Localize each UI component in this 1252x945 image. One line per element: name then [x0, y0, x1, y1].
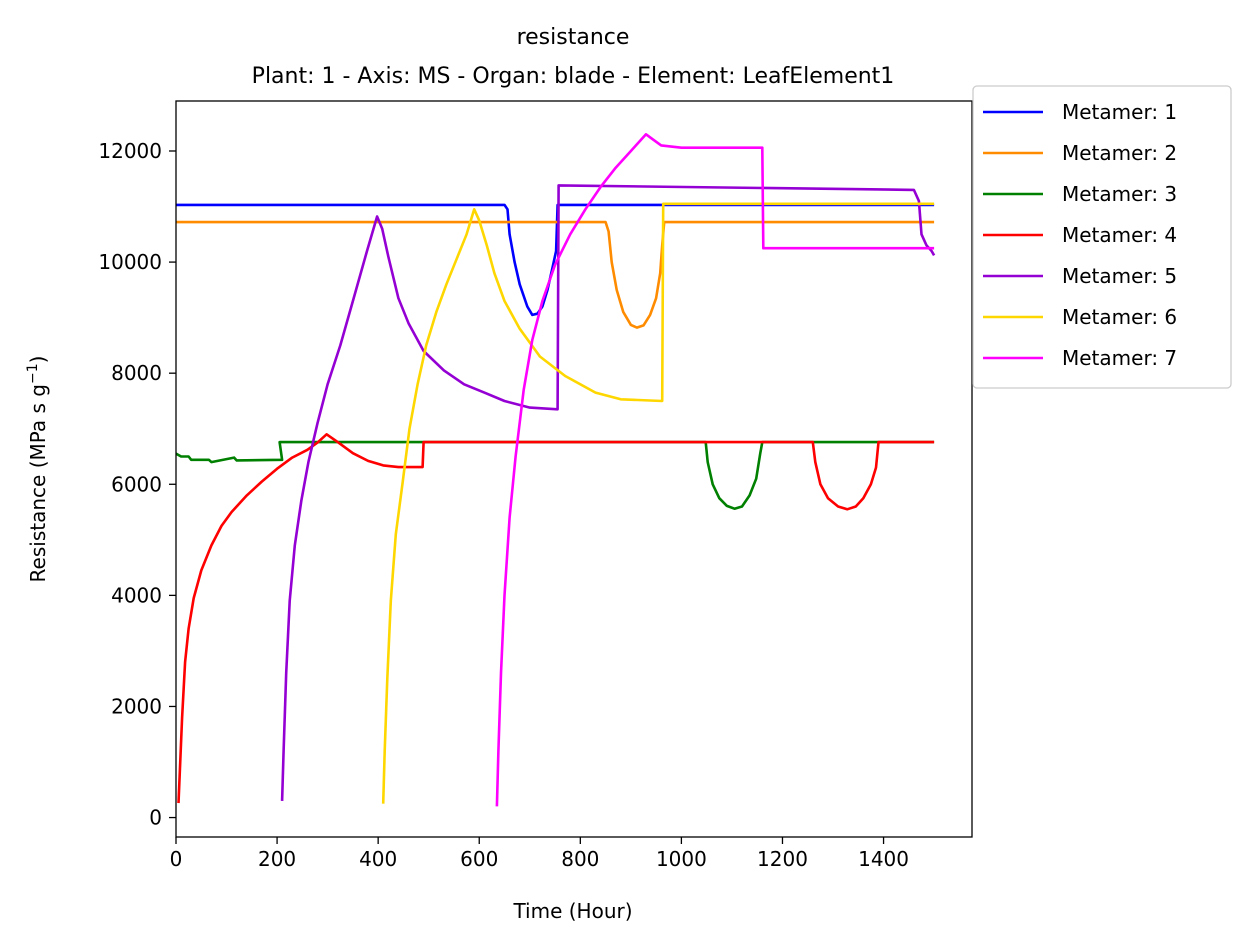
legend-label-metamer-3: Metamer: 3 [1062, 182, 1177, 206]
y-tick-label: 8000 [111, 361, 162, 385]
series-line-metamer-1 [176, 203, 935, 317]
x-tick-label: 0 [170, 847, 183, 871]
y-tick-label: 10000 [98, 250, 162, 274]
x-axis-label: Time (Hour) [512, 899, 632, 923]
series-line-metamer-7 [495, 133, 935, 807]
y-tick-label: 2000 [111, 694, 162, 718]
y-axis-label-close: ) [26, 356, 50, 364]
legend-label-metamer-1: Metamer: 1 [1062, 100, 1177, 124]
x-tick-label: 600 [460, 847, 498, 871]
series-line-metamer-6 [381, 202, 935, 804]
y-tick-label: 12000 [98, 139, 162, 163]
series-line-metamer-5 [280, 184, 936, 801]
chart-title: resistance [517, 25, 630, 50]
y-tick-label: 4000 [111, 583, 162, 607]
x-tick-label: 1400 [858, 847, 909, 871]
x-tick-label: 800 [561, 847, 599, 871]
series-line-metamer-4 [177, 432, 935, 804]
x-tick-label: 1000 [656, 847, 707, 871]
y-tick-label: 6000 [111, 472, 162, 496]
legend-label-metamer-6: Metamer: 6 [1062, 305, 1177, 329]
chart-subtitle: Plant: 1 - Axis: MS - Organ: blade - Ele… [252, 64, 895, 89]
plot-area-frame [175, 100, 973, 838]
legend-label-metamer-7: Metamer: 7 [1062, 346, 1177, 370]
y-axis-label-main: Resistance (MPa s g [26, 384, 50, 582]
series-line-metamer-2 [176, 220, 935, 329]
legend: Metamer: 1 Metamer: 2 Metamer: 3 Metamer: 4… [972, 85, 1232, 389]
x-tick-label: 200 [258, 847, 296, 871]
legend-label-metamer-5: Metamer: 5 [1062, 264, 1177, 288]
x-tick-label: 400 [359, 847, 397, 871]
legend-label-metamer-4: Metamer: 4 [1062, 223, 1177, 247]
legend-frame [972, 85, 1232, 389]
legend-label-metamer-2: Metamer: 2 [1062, 141, 1177, 165]
series-line-metamer-3 [176, 440, 935, 511]
y-axis-label-exponent: −1 [25, 363, 41, 384]
y-tick-label: 0 [149, 806, 162, 830]
x-tick-label: 1200 [757, 847, 808, 871]
y-axis-label: Resistance (MPa s g−1) [25, 356, 50, 583]
